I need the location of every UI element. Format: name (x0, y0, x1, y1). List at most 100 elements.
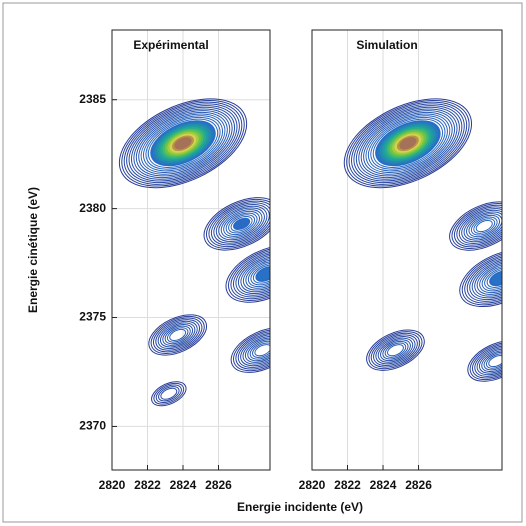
contour-level (358, 108, 458, 179)
contour-level (367, 115, 448, 172)
x-tick-label: 2826 (205, 478, 232, 492)
contour-level (208, 200, 270, 248)
contour-level (228, 214, 256, 234)
contour-level (147, 118, 219, 168)
contour-level (203, 197, 270, 251)
contour-level (148, 314, 208, 356)
contour-level (461, 251, 502, 306)
contour-level (449, 201, 502, 251)
contour-level (380, 339, 411, 362)
contour-level (471, 258, 502, 299)
contour-level (130, 106, 236, 180)
contour-level (368, 331, 423, 370)
contour-level (257, 267, 270, 281)
contour-level (135, 110, 231, 177)
contour-level (230, 327, 270, 373)
contour-level (145, 116, 221, 170)
contour-level (245, 259, 270, 289)
contour-level (491, 272, 502, 285)
contours (343, 98, 502, 382)
peak (343, 98, 473, 189)
peak (151, 381, 187, 407)
contour-level (250, 262, 270, 286)
plot-border (111, 29, 271, 471)
contour-level (232, 250, 270, 298)
peak (366, 329, 425, 371)
contour-level (174, 137, 192, 150)
contour-level (481, 265, 502, 292)
contour-level (121, 100, 245, 187)
contour-level (220, 209, 263, 239)
contour-level (138, 111, 228, 175)
contour-level (488, 355, 502, 368)
contour-level (485, 353, 502, 369)
contour-level (140, 113, 226, 174)
x-tick-label: 2822 (134, 478, 161, 492)
contour-level (166, 327, 189, 343)
x-tick-label: 2822 (334, 478, 361, 492)
contour-level (123, 101, 243, 185)
contour-level (242, 257, 270, 291)
contour-level (230, 248, 270, 300)
contour-level (169, 328, 187, 341)
contour-level (162, 324, 194, 346)
contour-level (466, 254, 502, 302)
contour-level (464, 253, 502, 304)
contour-level (218, 207, 265, 241)
contour-level (473, 218, 496, 234)
contour-level (387, 344, 404, 357)
contour-level (470, 216, 498, 236)
contour-level (153, 317, 203, 353)
contour-level (223, 210, 260, 237)
contour-level (351, 103, 465, 184)
y-axis-label: Energie cinétique (eV) (26, 187, 40, 313)
contour-level (382, 340, 409, 360)
peak (449, 201, 502, 251)
y-tick-label: 2370 (79, 419, 106, 433)
contour-level (233, 329, 270, 372)
contour-level (247, 339, 270, 362)
contour-level (237, 253, 270, 295)
plot-border (311, 29, 503, 471)
contour-level (458, 208, 502, 244)
contour-level (230, 216, 253, 232)
contour-level (215, 205, 268, 242)
contour-level (483, 351, 502, 371)
contour-level (373, 334, 418, 366)
contour-level (486, 268, 502, 288)
contour-level (157, 320, 198, 350)
contours (118, 98, 270, 407)
contour-level (118, 98, 248, 189)
contour-level (240, 334, 270, 367)
plot-area (112, 30, 270, 470)
contour-level (365, 113, 451, 174)
contour-level (158, 386, 180, 402)
contour-level (375, 336, 416, 365)
contour-level (377, 337, 414, 363)
contour-level (252, 342, 270, 358)
contour-level (474, 345, 502, 377)
peak (148, 314, 208, 356)
contour-level (363, 111, 453, 175)
contour-level (353, 105, 463, 182)
contour-level (453, 204, 502, 248)
contour-level (153, 382, 185, 405)
contour-level (348, 101, 468, 185)
contour-level (370, 332, 421, 368)
panel-title: Expérimental (133, 38, 208, 52)
contour-level (126, 103, 240, 184)
contour-level (133, 108, 233, 179)
x-tick-label: 2824 (170, 478, 197, 492)
contour-level (244, 337, 270, 363)
contour-level (242, 335, 270, 365)
x-tick-label: 2820 (99, 478, 126, 492)
contour-level (240, 255, 270, 293)
contour-level (471, 343, 502, 379)
x-tick-label: 2826 (405, 478, 432, 492)
contour-level (233, 217, 251, 230)
contour-level (475, 219, 493, 233)
contour-level (159, 322, 196, 348)
contour-level (254, 344, 270, 357)
peak (203, 197, 270, 251)
